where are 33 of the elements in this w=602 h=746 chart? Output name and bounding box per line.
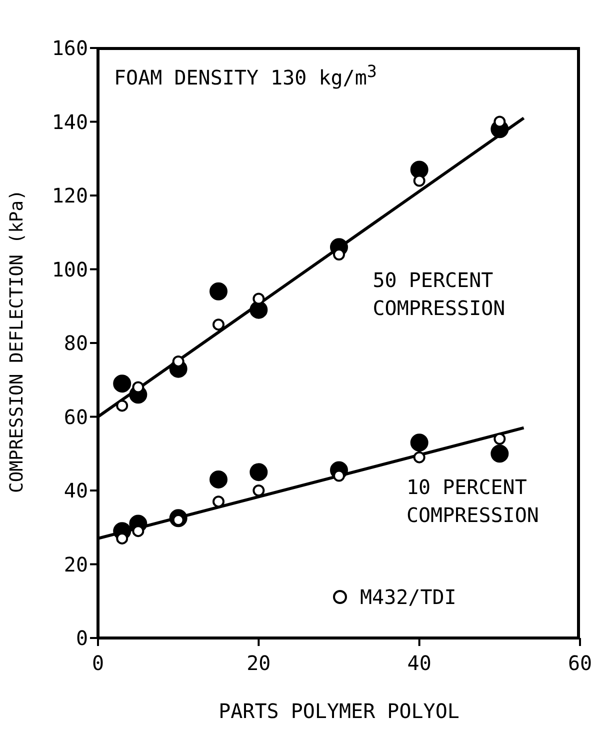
point bbox=[494, 432, 506, 445]
point bbox=[212, 496, 224, 508]
x-tick-label: 60 bbox=[568, 651, 592, 676]
legend-label: M432/TDI bbox=[360, 585, 456, 609]
y-tick-label: 160 bbox=[52, 36, 88, 60]
point bbox=[250, 463, 268, 482]
y-tick-label: 120 bbox=[52, 184, 88, 208]
annotation: FOAM DENSITY 130 kg/m$^{3}$ bbox=[114, 62, 377, 90]
x-axis-title: PARTS POLYMER POLYOL bbox=[218, 699, 460, 723]
annotation: 50 PERCENT COMPRESSION bbox=[372, 268, 506, 320]
x-tick-label: 0 bbox=[92, 651, 104, 676]
y-axis-title: COMPRESSION DEFLECTION (kPa) bbox=[6, 190, 28, 493]
y-tick-label: 20 bbox=[64, 552, 88, 576]
y-tick-label: 140 bbox=[52, 110, 88, 134]
point bbox=[113, 374, 132, 393]
x-tick-label: 40 bbox=[407, 651, 432, 676]
y-tick-label: 80 bbox=[64, 331, 88, 356]
y-tick-label: 100 bbox=[52, 257, 88, 282]
point bbox=[116, 400, 128, 412]
point bbox=[210, 470, 228, 488]
point bbox=[210, 282, 228, 300]
point bbox=[413, 451, 426, 464]
point bbox=[212, 318, 224, 331]
point bbox=[250, 300, 268, 319]
y-tick-label: 60 bbox=[64, 404, 88, 429]
annotation: 10 PERCENT COMPRESSION bbox=[406, 474, 539, 527]
y-tick-label: 0 bbox=[76, 626, 88, 650]
point bbox=[252, 484, 265, 496]
point bbox=[410, 160, 428, 179]
point bbox=[410, 434, 428, 452]
x-tick-label: 20 bbox=[246, 651, 271, 676]
y-tick-label: 40 bbox=[64, 478, 88, 503]
point bbox=[490, 444, 509, 463]
